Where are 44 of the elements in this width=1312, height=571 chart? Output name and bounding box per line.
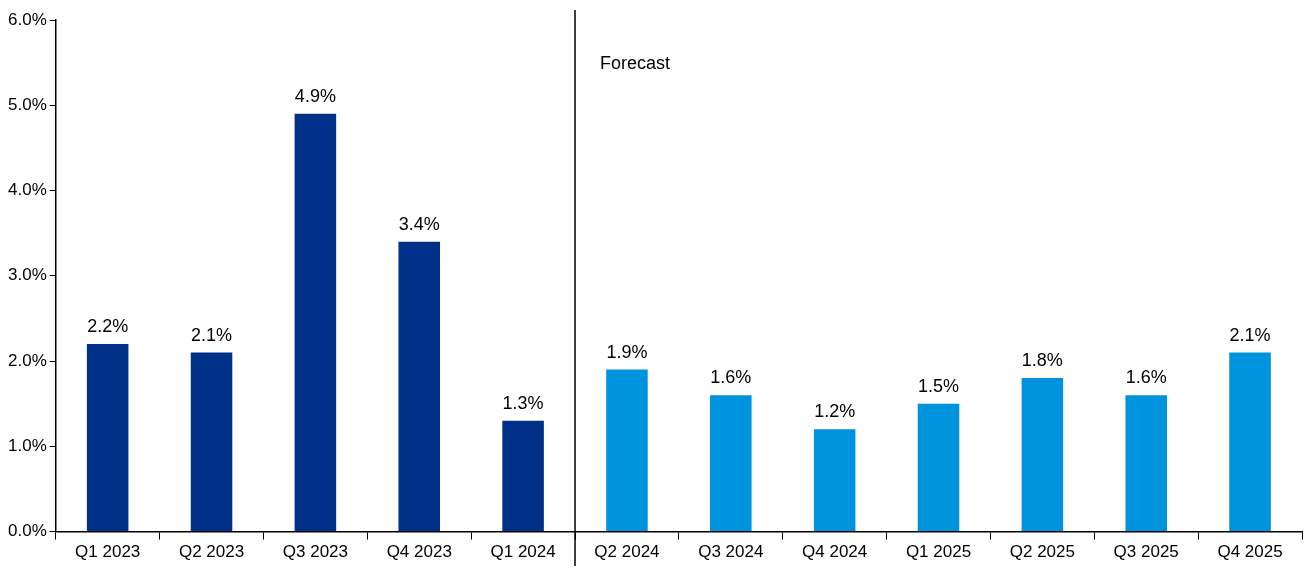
y-tick-label: 5.0% bbox=[8, 94, 47, 114]
y-tick-label: 4.0% bbox=[8, 180, 47, 200]
bar bbox=[710, 395, 752, 532]
data-label: 1.9% bbox=[606, 341, 648, 362]
y-tick-label: 1.0% bbox=[8, 436, 47, 456]
data-label: 1.3% bbox=[502, 392, 544, 413]
y-tick-label: 0.0% bbox=[8, 521, 47, 541]
x-tick-label: Q1 2024 bbox=[490, 542, 556, 562]
data-label: 2.1% bbox=[1229, 324, 1271, 345]
bar bbox=[502, 420, 544, 532]
y-tick-label: 3.0% bbox=[8, 265, 47, 285]
x-tick-label: Q3 2023 bbox=[282, 542, 348, 562]
data-label: 1.8% bbox=[1021, 350, 1063, 371]
data-label: 1.2% bbox=[814, 401, 856, 422]
bar bbox=[813, 429, 856, 532]
x-tick-label: Q2 2025 bbox=[1009, 542, 1075, 562]
data-label: 1.6% bbox=[710, 367, 752, 388]
bar bbox=[917, 403, 960, 532]
bar bbox=[398, 241, 441, 532]
x-tick-label: Q2 2023 bbox=[178, 542, 245, 562]
data-label: 2.2% bbox=[87, 315, 129, 336]
y-tick-label: 2.0% bbox=[8, 350, 47, 370]
x-tick-label: Q3 2024 bbox=[698, 542, 764, 562]
data-label: 1.5% bbox=[917, 375, 960, 396]
data-label: 3.4% bbox=[398, 213, 440, 234]
bar bbox=[606, 369, 648, 532]
data-label: 2.1% bbox=[191, 324, 233, 345]
x-tick-label: Q1 2023 bbox=[75, 542, 141, 562]
annotation: Forecast bbox=[600, 52, 671, 73]
bar bbox=[1229, 352, 1271, 532]
x-tick-label: Q3 2025 bbox=[1113, 542, 1179, 562]
x-tick-label: Q2 2024 bbox=[594, 542, 660, 562]
data-label: 4.9% bbox=[294, 85, 336, 106]
bar bbox=[294, 113, 337, 532]
bar bbox=[1021, 378, 1064, 532]
bar bbox=[190, 352, 233, 532]
bar bbox=[86, 344, 129, 532]
data-label: 1.6% bbox=[1125, 367, 1167, 388]
bar bbox=[1125, 395, 1167, 532]
x-tick-label: Q1 2025 bbox=[905, 542, 972, 562]
x-tick-label: Q4 2024 bbox=[802, 542, 868, 562]
x-tick-label: Q4 2023 bbox=[386, 542, 452, 562]
x-tick-label: Q4 2025 bbox=[1217, 542, 1283, 562]
y-tick-label: 6.0% bbox=[8, 9, 47, 29]
